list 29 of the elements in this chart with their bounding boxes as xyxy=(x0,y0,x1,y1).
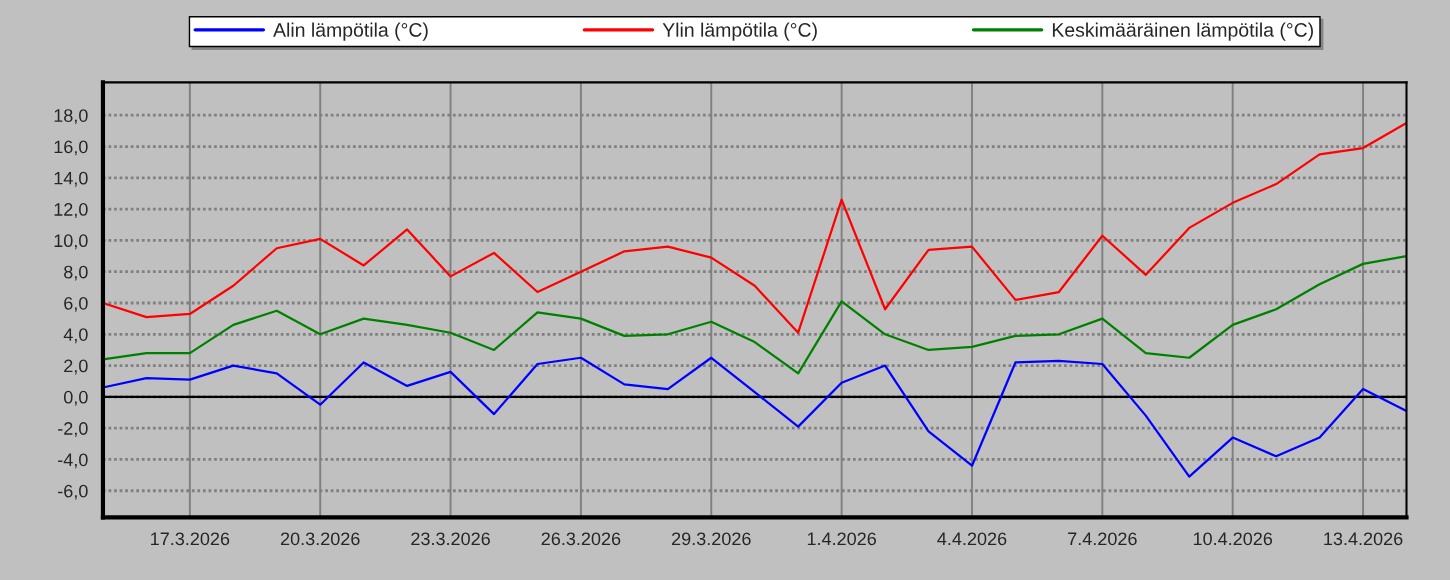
x-tick-label: 4.4.2026 xyxy=(937,532,1007,546)
y-tick-label: 6,0 xyxy=(64,296,88,312)
y-tick-label: -4,0 xyxy=(58,453,88,469)
legend-label: Alin lämpötila (°C) xyxy=(273,22,428,41)
y-tick-label: 0,0 xyxy=(63,390,88,406)
x-tick-label: 17.3.2026 xyxy=(151,532,230,546)
x-tick-label: 10.4.2026 xyxy=(1193,532,1273,546)
legend-label: Ylin lämpötila (°C) xyxy=(662,22,817,41)
line-series xyxy=(102,356,1407,478)
x-tick-label: 29.3.2026 xyxy=(672,532,751,546)
x-tick-label: 26.3.2026 xyxy=(541,532,621,546)
x-tick-label: 13.4.2026 xyxy=(1324,532,1403,546)
x-tick-label: 23.3.2026 xyxy=(411,532,490,546)
y-tick-label: 2,0 xyxy=(64,359,88,375)
legend-label: Keskimääräinen lämpötila (°C) xyxy=(1052,22,1313,41)
y-tick-label: 16,0 xyxy=(54,140,88,156)
x-tick-label: 7.4.2026 xyxy=(1068,532,1137,546)
y-tick-label: 4,0 xyxy=(63,328,88,344)
x-tick-label: 1.4.2026 xyxy=(807,532,876,546)
line-series xyxy=(102,254,1407,375)
y-tick-label: -2,0 xyxy=(58,422,88,438)
y-tick-label: 10,0 xyxy=(54,234,88,250)
y-tick-label: -6,0 xyxy=(58,484,88,500)
line-series xyxy=(102,121,1407,334)
x-tick-label: 20.3.2026 xyxy=(280,532,360,546)
y-tick-label: 12,0 xyxy=(54,203,88,218)
y-tick-label: 18,0 xyxy=(54,109,88,125)
y-tick-label: 14,0 xyxy=(54,171,88,187)
y-tick-label: 8,0 xyxy=(64,265,88,281)
